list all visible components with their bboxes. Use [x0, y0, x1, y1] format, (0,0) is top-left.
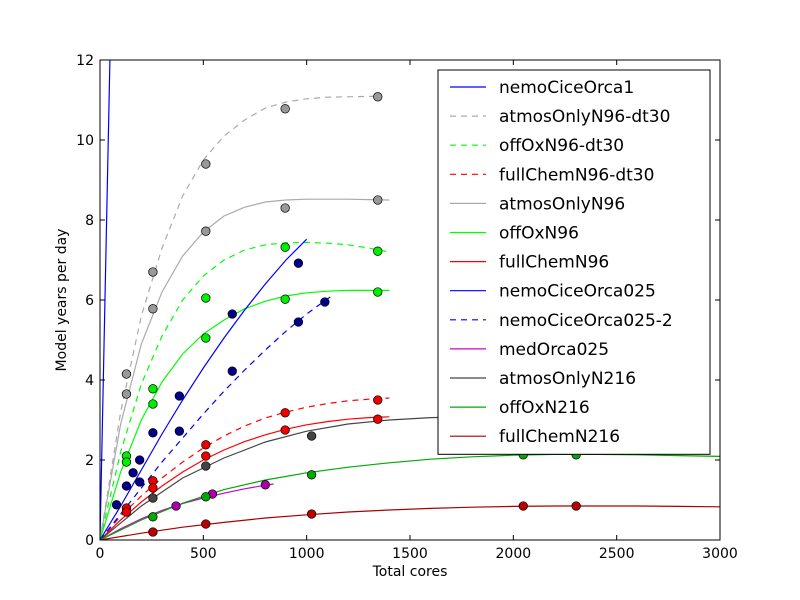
x-tick-label: 1000 — [289, 546, 325, 562]
y-tick-label: 0 — [85, 533, 94, 549]
legend-label: atmosOnlyN96-dt30 — [499, 107, 670, 127]
legend-label: nemoCiceOrca025 — [499, 282, 656, 302]
data-point-nemoCiceOrca025 — [227, 309, 237, 319]
y-tick-label: 10 — [76, 133, 94, 149]
data-point-offOxN96 — [201, 333, 211, 343]
series-line-nemoCiceOrca025 — [100, 238, 308, 540]
data-point-nemoCiceOrca025 — [135, 455, 145, 465]
data-point-atmosOnlyN96-dt30 — [121, 369, 132, 379]
data-point-atmosOnlyN96 — [373, 195, 383, 205]
data-point-atmosOnlyN216 — [201, 461, 211, 471]
series-line-fullChemN96-dt30 — [100, 397, 390, 540]
data-point-fullChemN96-dt30 — [373, 395, 383, 405]
data-point-atmosOnlyN96 — [148, 304, 158, 314]
data-point-nemoCiceOrca025 — [293, 258, 304, 268]
series-line-nemoCiceOrca025-2 — [100, 295, 332, 540]
data-point-nemoCiceOrca025 — [121, 481, 132, 491]
data-point-nemoCiceOrca025 — [128, 468, 138, 478]
data-point-offOxN216 — [148, 512, 158, 522]
data-point-offOxN96 — [148, 399, 158, 409]
x-axis-label: Total cores — [372, 564, 448, 580]
data-point-offOxN96 — [280, 294, 290, 304]
y-tick-label: 2 — [85, 453, 94, 469]
x-tick-label: 2500 — [599, 546, 635, 562]
data-point-atmosOnlyN96-dt30 — [280, 104, 290, 114]
y-tick-label: 4 — [85, 373, 94, 389]
data-point-fullChemN96 — [201, 451, 211, 461]
data-point-nemoCiceOrca025 — [174, 391, 185, 401]
data-point-offOxN96-dt30 — [201, 293, 211, 303]
data-point-fullChemN216 — [571, 501, 581, 511]
series-line-offOxN96-dt30 — [100, 241, 390, 540]
x-tick-label: 3000 — [702, 546, 738, 562]
data-point-medOrca025 — [171, 501, 181, 511]
x-tick-label: 1500 — [392, 546, 428, 562]
data-point-atmosOnlyN96 — [280, 203, 290, 213]
data-point-atmosOnlyN96-dt30 — [148, 267, 158, 277]
data-point-fullChemN96 — [121, 507, 132, 517]
data-point-medOrca025 — [260, 480, 270, 490]
data-point-fullChemN96-dt30 — [201, 440, 211, 450]
data-point-nemoCiceOrca025-2 — [320, 297, 330, 307]
data-point-atmosOnlyN216 — [306, 431, 317, 441]
data-point-nemoCiceOrca025 — [111, 500, 122, 510]
legend-label: offOxN96-dt30 — [499, 136, 624, 156]
data-point-nemoCiceOrca025-2 — [293, 317, 304, 327]
data-point-fullChemN216 — [148, 527, 158, 537]
x-tick-label: 500 — [190, 546, 217, 562]
legend-label: nemoCiceOrca025-2 — [499, 311, 673, 331]
data-point-offOxN96 — [373, 287, 383, 297]
data-point-nemoCiceOrca025 — [148, 428, 158, 438]
y-tick-label: 8 — [85, 213, 94, 229]
data-point-offOxN96 — [121, 457, 132, 467]
series-line-offOxN96 — [100, 289, 390, 540]
series-line-atmosOnlyN96 — [100, 198, 390, 540]
data-point-fullChemN216 — [201, 519, 211, 529]
data-point-nemoCiceOrca025-2 — [135, 477, 145, 487]
legend-label: offOxN96 — [499, 224, 579, 244]
series-line-atmosOnlyN96-dt30 — [100, 95, 379, 540]
data-point-nemoCiceOrca025-2 — [227, 366, 237, 376]
data-point-atmosOnlyN96-dt30 — [373, 92, 383, 102]
legend-label: atmosOnlyN216 — [499, 369, 636, 389]
data-point-offOxN96-dt30 — [280, 242, 290, 252]
legend-label: nemoCiceOrca1 — [499, 78, 634, 98]
points-layer — [111, 92, 581, 537]
x-tick-label: 2000 — [496, 546, 532, 562]
data-point-atmosOnlyN96 — [201, 226, 211, 236]
data-point-fullChemN216 — [518, 501, 528, 511]
data-point-offOxN96-dt30 — [148, 384, 158, 394]
ticks-layer: 0 500 1000 1500 2000 2500 3000 0 2 4 6 8 10 12 — [76, 53, 738, 562]
y-axis-label: Model years per day — [54, 229, 70, 372]
legend: nemoCiceOrca1 atmosOnlyN96-dt30 offOxN96-d… — [437, 69, 711, 455]
legend-label: atmosOnlyN96 — [499, 194, 625, 214]
data-point-nemoCiceOrca025-2 — [174, 426, 185, 436]
data-point-offOxN96-dt30 — [373, 246, 383, 256]
data-point-offOxN216 — [306, 470, 317, 480]
y-tick-label: 12 — [76, 53, 94, 69]
data-point-atmosOnlyN96 — [121, 389, 132, 399]
x-tick-label: 0 — [96, 546, 105, 562]
legend-label: fullChemN216 — [499, 427, 620, 447]
data-point-fullChemN96 — [373, 414, 383, 424]
data-point-atmosOnlyN96-dt30 — [201, 159, 211, 169]
series-line-fullChemN96 — [100, 416, 390, 540]
legend-label: medOrca025 — [499, 340, 609, 360]
series-line-medOrca025 — [100, 483, 274, 540]
legend-label: fullChemN96 — [499, 253, 609, 273]
data-point-fullChemN96 — [280, 425, 290, 435]
legend-label: fullChemN96-dt30 — [499, 165, 654, 185]
data-point-fullChemN96 — [148, 483, 158, 493]
data-point-offOxN216 — [201, 492, 211, 502]
data-point-fullChemN96-dt30 — [280, 408, 290, 418]
data-point-atmosOnlyN216 — [148, 493, 158, 503]
y-tick-label: 6 — [85, 293, 94, 309]
legend-label: offOxN216 — [499, 398, 590, 418]
data-point-fullChemN216 — [306, 509, 317, 519]
